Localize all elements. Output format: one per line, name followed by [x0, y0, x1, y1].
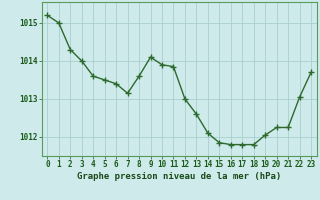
X-axis label: Graphe pression niveau de la mer (hPa): Graphe pression niveau de la mer (hPa): [77, 172, 281, 181]
